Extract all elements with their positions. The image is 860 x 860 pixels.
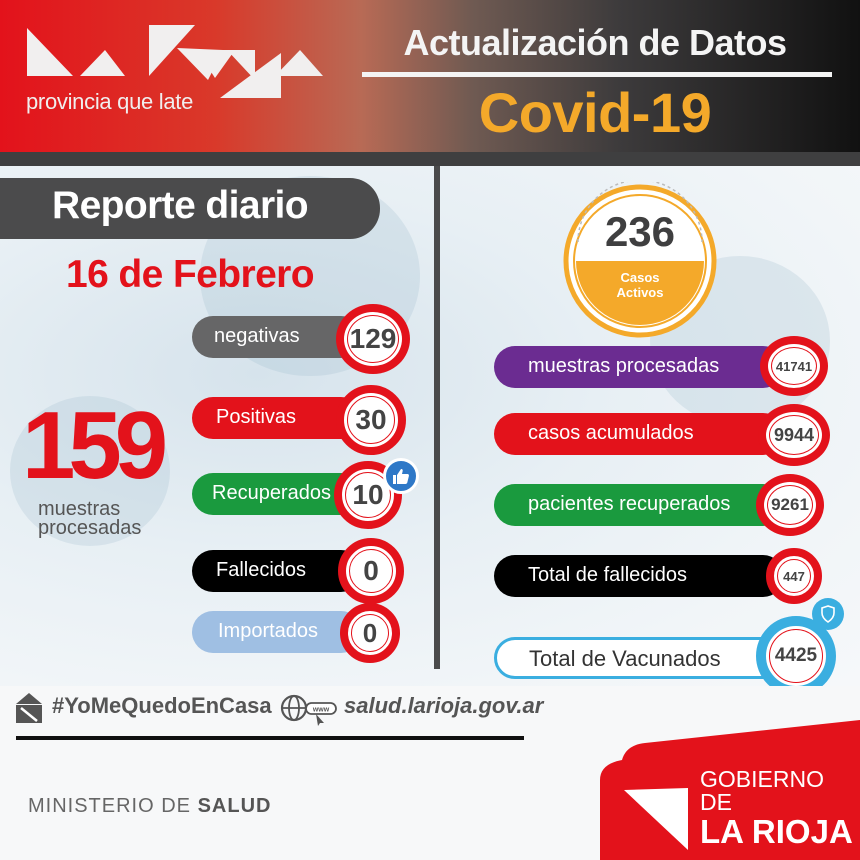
stat-positivas: Positivas: [192, 397, 362, 439]
cum-fallecidos: Total de fallecidos: [494, 555, 784, 597]
cum-fallecidos-value: 447: [766, 548, 822, 604]
report-date: 16 de Febrero: [66, 253, 315, 296]
virus-illustration-icon: [10, 396, 170, 546]
cum-recuperados: pacientes recuperados: [494, 484, 784, 526]
cum-casos-value: 9944: [758, 404, 830, 466]
cum-vacunados: Total de Vacunados: [494, 637, 784, 679]
cum-casos: casos acumulados: [494, 413, 784, 455]
total-samples-value: 159: [22, 392, 168, 499]
stat-negativas: negativas: [192, 316, 362, 358]
daily-report-heading: Reporte diario: [0, 178, 380, 239]
government-name: GOBIERNO DE LA RIOJA: [700, 766, 853, 850]
home-icon: [16, 693, 42, 723]
active-cases-badge: [563, 182, 717, 338]
title-underline: [362, 72, 832, 77]
tagline: provincia que late: [26, 89, 194, 114]
www-label: www: [312, 707, 330, 714]
cum-muestras-value: 41741: [760, 336, 828, 396]
total-samples-label: muestras procesadas: [38, 498, 142, 539]
footer-rule: [16, 736, 524, 740]
website-link[interactable]: salud.larioja.gov.ar: [344, 693, 544, 718]
page-subtitle: Covid-19: [478, 81, 712, 144]
cum-muestras: muestras procesadas: [494, 346, 784, 388]
page-title: Actualización de Datos: [403, 22, 787, 63]
active-cases-value: 236: [604, 208, 676, 255]
active-cases-label: Casos Activos: [616, 270, 664, 300]
stat-fallecidos-value: 0: [338, 538, 404, 604]
stat-importados: Importados: [192, 611, 362, 653]
la-rioja-logo-icon: [27, 25, 323, 98]
column-divider: [434, 166, 440, 669]
thumbs-up-icon: [383, 458, 419, 494]
stat-fallecidos: Fallecidos: [192, 550, 362, 592]
stat-recuperados: Recuperados: [192, 473, 362, 515]
stat-negativas-value: 129: [336, 304, 410, 374]
cum-recuperados-value: 9261: [756, 474, 824, 536]
government-badge: [600, 720, 860, 860]
globe-www-icon: www: [280, 694, 337, 726]
ministry-label: MINISTERIO DE SALUD: [28, 795, 272, 817]
stat-importados-value: 0: [340, 603, 400, 663]
hashtag: #YoMeQuedoEnCasa: [52, 693, 272, 718]
header-divider: [0, 152, 860, 166]
stat-positivas-value: 30: [336, 385, 406, 455]
header-banner: [0, 0, 860, 155]
daily-report-title: Reporte diario: [52, 184, 309, 227]
shield-icon: [812, 598, 844, 630]
